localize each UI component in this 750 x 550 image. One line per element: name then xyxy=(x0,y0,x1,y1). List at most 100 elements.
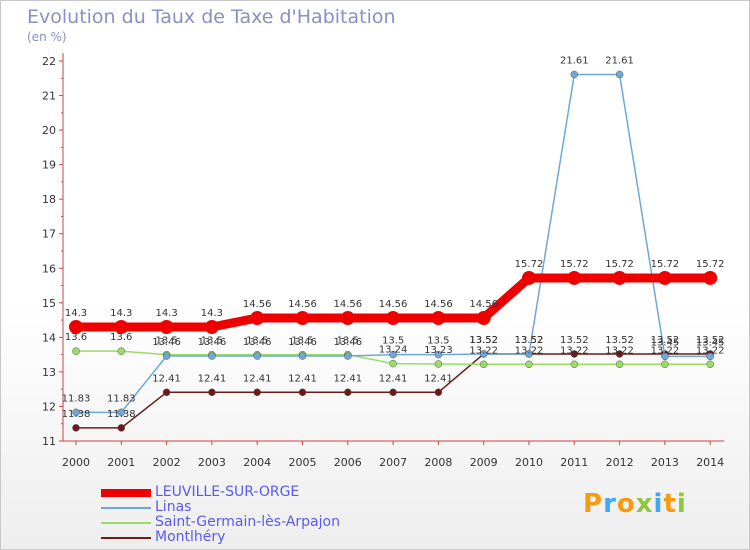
data-label: 13.22 xyxy=(651,345,680,356)
x-tick-label: 2000 xyxy=(62,456,90,469)
data-label: 11.83 xyxy=(107,393,136,404)
data-point xyxy=(72,408,80,417)
data-label: 13.46 xyxy=(198,337,227,348)
data-point xyxy=(295,311,310,326)
data-label: 13.52 xyxy=(469,335,498,346)
x-tick-label: 2001 xyxy=(107,456,135,469)
data-point xyxy=(72,424,80,432)
chart-unit-label: (en %) xyxy=(27,30,67,44)
data-label: 13.5 xyxy=(155,336,177,347)
data-label: 14.3 xyxy=(110,308,132,319)
y-tick-label: 21 xyxy=(42,90,56,103)
x-tick-label: 2008 xyxy=(424,456,452,469)
data-point xyxy=(525,360,533,369)
data-point xyxy=(703,270,718,285)
data-point xyxy=(615,70,624,79)
legend-swatch-linas xyxy=(101,506,151,509)
data-point xyxy=(567,270,582,285)
data-label: 13.22 xyxy=(560,345,589,356)
logo-letter: i xyxy=(676,489,687,519)
data-point xyxy=(340,311,355,326)
x-tick-label: 2013 xyxy=(651,456,679,469)
y-tick-label: 22 xyxy=(42,55,56,68)
x-tick-label: 2003 xyxy=(198,456,226,469)
data-point xyxy=(386,311,401,326)
data-label: 15.72 xyxy=(560,259,589,270)
x-tick-label: 2014 xyxy=(696,456,724,469)
legend-item-linas: Linas xyxy=(101,500,340,515)
chart-title: Evolution du Taux de Taxe d'Habitation xyxy=(27,6,396,28)
data-point xyxy=(706,360,714,369)
data-label: 13.6 xyxy=(110,332,132,343)
y-tick-label: 20 xyxy=(42,124,56,137)
data-label: 13.5 xyxy=(427,336,449,347)
x-tick-label: 2009 xyxy=(470,456,498,469)
y-tick-label: 13 xyxy=(42,366,56,379)
data-point xyxy=(250,311,265,326)
x-tick-label: 2005 xyxy=(289,456,317,469)
data-label: 12.41 xyxy=(424,373,453,384)
data-label: 13.46 xyxy=(152,337,181,348)
data-point xyxy=(298,352,307,360)
legend-item-montlhery: Montlhéry xyxy=(101,530,340,545)
logo-letter: i xyxy=(653,489,664,519)
y-tick-label: 12 xyxy=(42,400,56,413)
logo-letter: r xyxy=(603,489,617,519)
data-label: 13.22 xyxy=(696,345,725,356)
data-point xyxy=(159,320,174,334)
data-label: 14.56 xyxy=(424,299,453,310)
logo-letter: x xyxy=(635,489,654,519)
data-label: 12.41 xyxy=(288,373,317,384)
logo-letter: o xyxy=(616,489,636,519)
proxiti-logo: Proxiti xyxy=(583,489,687,519)
data-point xyxy=(162,388,171,397)
x-tick-label: 2007 xyxy=(379,456,407,469)
data-point xyxy=(615,350,624,358)
data-label: 13.46 xyxy=(333,337,362,348)
data-point xyxy=(570,350,579,358)
data-point xyxy=(114,320,129,334)
legend-item-leuville: LEUVILLE-SUR-ORGE xyxy=(101,485,340,500)
logo-letter: t xyxy=(663,489,677,519)
legend-swatch-leuville xyxy=(101,488,151,497)
data-point xyxy=(479,360,488,369)
data-label: 14.56 xyxy=(243,299,272,310)
data-label: 21.61 xyxy=(560,55,589,66)
data-point xyxy=(117,408,126,417)
legend: LEUVILLE-SUR-ORGE Linas Saint-Germain-lè… xyxy=(101,485,340,545)
data-label: 15.72 xyxy=(696,259,725,270)
data-point xyxy=(661,352,669,361)
legend-item-saint-germain: Saint-Germain-lès-Arpajon xyxy=(101,515,340,530)
data-point xyxy=(434,388,443,397)
y-tick-label: 18 xyxy=(42,193,56,206)
legend-swatch-saint-germain xyxy=(101,521,151,524)
data-point xyxy=(389,350,397,359)
data-label: 14.56 xyxy=(379,299,408,310)
data-label: 13.52 xyxy=(651,335,680,346)
data-label: 12.41 xyxy=(198,373,227,384)
y-tick-label: 15 xyxy=(42,297,56,310)
data-point xyxy=(204,320,219,334)
data-label: 13.24 xyxy=(379,345,408,356)
x-tick-label: 2010 xyxy=(515,456,543,469)
data-label: 12.41 xyxy=(152,373,181,384)
data-label: 11.38 xyxy=(107,409,136,420)
data-point xyxy=(72,347,80,355)
data-point xyxy=(208,352,216,360)
data-label: 13.46 xyxy=(288,337,317,348)
data-point xyxy=(162,352,171,360)
data-label: 14.3 xyxy=(155,308,177,319)
data-label: 13.52 xyxy=(515,335,544,346)
data-label: 14.3 xyxy=(65,308,87,319)
data-point xyxy=(344,352,352,360)
data-point xyxy=(479,350,488,358)
data-point xyxy=(612,270,627,285)
data-point xyxy=(389,359,397,368)
data-label: 13.5 xyxy=(201,336,223,347)
data-point xyxy=(522,270,536,285)
legend-label: Montlhéry xyxy=(155,529,226,545)
data-label: 13.52 xyxy=(515,335,544,346)
data-point xyxy=(117,347,126,355)
data-label: 13.45 xyxy=(651,337,680,348)
